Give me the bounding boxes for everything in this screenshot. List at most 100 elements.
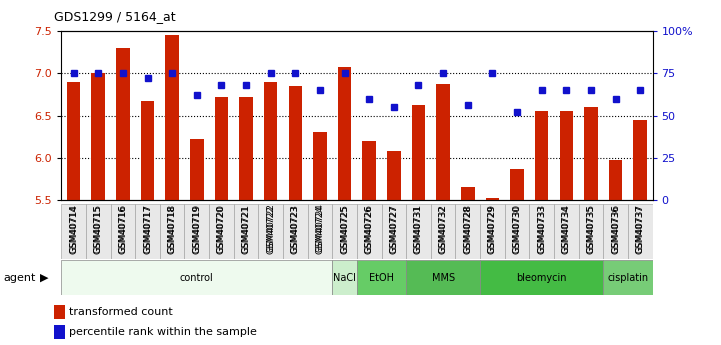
FancyBboxPatch shape [603, 204, 628, 259]
Text: GSM40727: GSM40727 [389, 204, 398, 253]
FancyBboxPatch shape [628, 204, 653, 259]
FancyBboxPatch shape [332, 260, 357, 295]
Text: GSM40732: GSM40732 [438, 204, 448, 253]
FancyBboxPatch shape [430, 204, 456, 259]
Bar [338, 67, 351, 200]
Text: GSM40727: GSM40727 [389, 205, 398, 254]
FancyBboxPatch shape [308, 204, 332, 259]
Bar [559, 111, 573, 200]
Bar [609, 160, 622, 200]
FancyBboxPatch shape [381, 204, 406, 259]
Text: ▶: ▶ [40, 273, 48, 283]
Text: GSM40734: GSM40734 [562, 204, 571, 253]
FancyBboxPatch shape [185, 204, 209, 259]
Text: GSM40734: GSM40734 [562, 205, 571, 254]
Bar [436, 84, 450, 200]
FancyBboxPatch shape [61, 204, 86, 259]
Bar [54, 325, 65, 339]
Bar [215, 97, 228, 200]
FancyBboxPatch shape [357, 204, 381, 259]
Text: GSM40737: GSM40737 [636, 205, 645, 254]
Text: GSM40721: GSM40721 [242, 204, 250, 253]
Text: GSM40717: GSM40717 [143, 204, 152, 253]
Bar [190, 139, 203, 200]
Text: transformed count: transformed count [69, 307, 172, 317]
FancyBboxPatch shape [61, 260, 332, 295]
Bar [584, 107, 598, 200]
FancyBboxPatch shape [332, 204, 357, 259]
Text: GSM40732: GSM40732 [438, 205, 448, 254]
Text: GSM40715: GSM40715 [94, 205, 102, 254]
FancyBboxPatch shape [86, 204, 110, 259]
Bar [387, 151, 401, 200]
Text: GSM40731: GSM40731 [414, 205, 423, 254]
Text: GSM40726: GSM40726 [365, 204, 373, 253]
Text: EtOH: EtOH [369, 273, 394, 283]
FancyBboxPatch shape [554, 204, 578, 259]
Text: GSM40730: GSM40730 [513, 204, 521, 253]
Bar [535, 111, 549, 200]
Text: GSM40737: GSM40737 [636, 204, 645, 253]
FancyBboxPatch shape [406, 204, 430, 259]
Bar [461, 187, 474, 200]
Bar [116, 48, 130, 200]
Text: percentile rank within the sample: percentile rank within the sample [69, 327, 257, 337]
Text: GSM40714: GSM40714 [69, 205, 78, 254]
FancyBboxPatch shape [505, 204, 529, 259]
FancyBboxPatch shape [258, 204, 283, 259]
Text: GSM40729: GSM40729 [488, 205, 497, 254]
FancyBboxPatch shape [578, 204, 603, 259]
FancyBboxPatch shape [283, 204, 308, 259]
Text: agent: agent [4, 273, 36, 283]
Bar [264, 82, 278, 200]
Text: GSM40735: GSM40735 [586, 205, 596, 254]
FancyBboxPatch shape [234, 204, 258, 259]
Text: GSM40733: GSM40733 [537, 204, 546, 253]
Text: control: control [180, 273, 213, 283]
Text: GSM40736: GSM40736 [611, 204, 620, 253]
Bar [67, 82, 80, 200]
Text: GSM40728: GSM40728 [464, 204, 472, 253]
Text: GSM40728: GSM40728 [464, 205, 472, 254]
FancyBboxPatch shape [456, 204, 480, 259]
Text: GSM40714: GSM40714 [69, 204, 78, 253]
Bar [634, 120, 647, 200]
Bar [313, 132, 327, 200]
Bar [141, 101, 154, 200]
Text: GSM40729: GSM40729 [488, 204, 497, 253]
Text: GSM40722: GSM40722 [266, 204, 275, 253]
Text: GSM40721: GSM40721 [242, 205, 250, 254]
Text: cisplatin: cisplatin [607, 273, 648, 283]
Bar [54, 305, 65, 319]
Text: GSM40716: GSM40716 [118, 204, 128, 253]
Bar [510, 169, 523, 200]
FancyBboxPatch shape [209, 204, 234, 259]
FancyBboxPatch shape [603, 260, 653, 295]
Text: GSM40715: GSM40715 [94, 204, 102, 253]
Text: GSM40724: GSM40724 [316, 204, 324, 253]
FancyBboxPatch shape [136, 204, 160, 259]
Text: bleomycin: bleomycin [516, 273, 567, 283]
Text: MMS: MMS [432, 273, 455, 283]
Text: GSM40736: GSM40736 [611, 205, 620, 254]
FancyBboxPatch shape [110, 204, 136, 259]
Text: GSM40716: GSM40716 [118, 205, 128, 254]
Text: GSM40725: GSM40725 [340, 204, 349, 253]
FancyBboxPatch shape [480, 260, 603, 295]
Bar [486, 198, 499, 200]
Text: GSM40735: GSM40735 [586, 204, 596, 253]
Text: GSM40723: GSM40723 [291, 204, 300, 253]
Bar [412, 106, 425, 200]
Bar [165, 35, 179, 200]
FancyBboxPatch shape [529, 204, 554, 259]
FancyBboxPatch shape [357, 260, 406, 295]
Text: GSM40726: GSM40726 [365, 205, 373, 254]
Text: GSM40725: GSM40725 [340, 205, 349, 254]
Text: GSM40722: GSM40722 [266, 205, 275, 254]
Text: GSM40718: GSM40718 [168, 204, 177, 253]
Bar [288, 86, 302, 200]
Text: GSM40717: GSM40717 [143, 205, 152, 254]
Text: GSM40723: GSM40723 [291, 205, 300, 254]
Text: GSM40724: GSM40724 [316, 205, 324, 254]
Text: GSM40720: GSM40720 [217, 204, 226, 253]
